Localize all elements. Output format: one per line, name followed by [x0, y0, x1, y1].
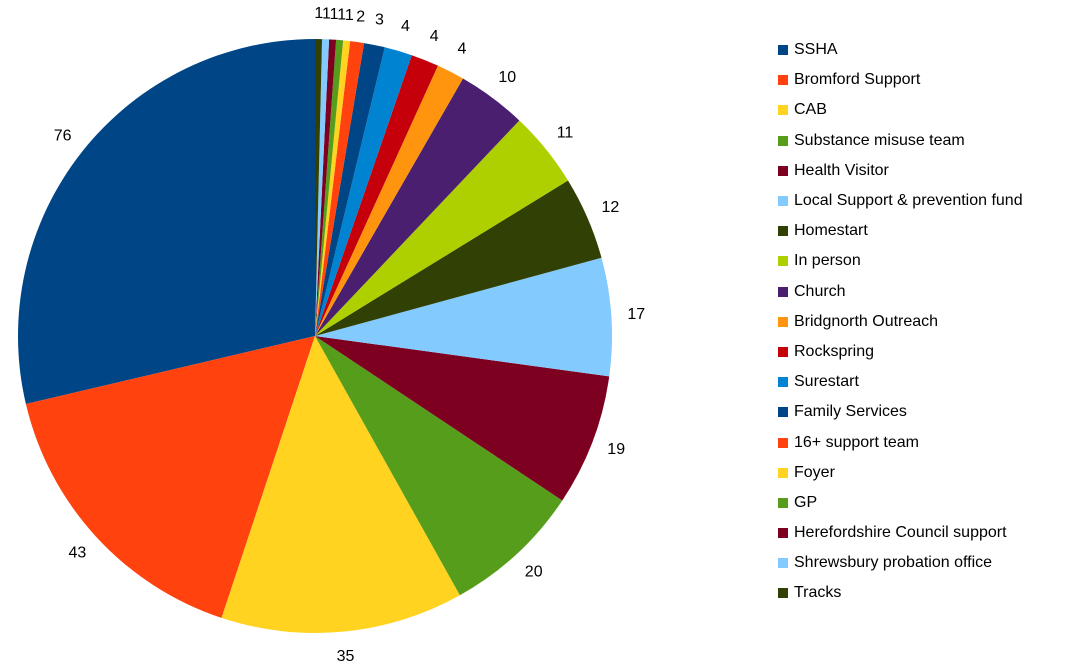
legend-swatch [778, 256, 788, 267]
legend-label: Health Visitor [794, 161, 889, 179]
pie-slice [315, 43, 385, 336]
data-label: 43 [69, 545, 87, 562]
legend-item: GP [778, 488, 1023, 518]
legend-label: Church [794, 282, 846, 300]
legend-label: 16+ support team [794, 433, 919, 451]
legend-item: Herefordshire Council support [778, 518, 1023, 548]
legend-label: Shrewsbury probation office [794, 554, 993, 572]
legend-swatch [778, 528, 788, 539]
legend-item: In person [778, 246, 1023, 276]
legend-label: Rockspring [794, 342, 875, 360]
legend-swatch [778, 226, 788, 237]
pie-slice [315, 40, 351, 336]
data-label: 1 [337, 6, 346, 23]
pie-slice [25, 336, 316, 618]
data-label: 10 [498, 69, 516, 86]
legend-swatch [778, 558, 788, 569]
legend-item: Tracks [778, 578, 1023, 608]
data-label: 76 [54, 127, 72, 144]
legend-item: Substance misuse team [778, 126, 1023, 156]
legend-swatch [778, 588, 788, 599]
data-label: 12 [602, 199, 620, 216]
data-label: 19 [607, 441, 625, 458]
legend-item: Church [778, 277, 1023, 307]
data-label: 1 [314, 5, 323, 22]
legend-label: Bridgnorth Outreach [794, 312, 939, 330]
pie-slice [315, 39, 330, 336]
legend-label: Herefordshire Council support [794, 524, 1007, 542]
pie-slice [315, 39, 337, 336]
legend-label: Tracks [794, 584, 842, 602]
legend-swatch [778, 467, 788, 478]
legend-label: Bromford Support [794, 71, 921, 89]
legend-item: Health Visitor [778, 156, 1023, 186]
pie-slice [315, 336, 563, 596]
legend-swatch [778, 497, 788, 508]
legend-label: Homestart [794, 222, 868, 240]
data-label: 17 [627, 306, 645, 323]
pie-slice [315, 180, 602, 336]
legend-swatch [778, 286, 788, 297]
legend-label: Family Services [794, 403, 907, 421]
legend-swatch [778, 45, 788, 56]
legend-item: 16+ support team [778, 427, 1023, 457]
legend-swatch [778, 135, 788, 146]
data-label: 1 [345, 7, 354, 24]
legend: SSHA Bromford Support CAB Substance misuse … [778, 35, 1023, 609]
legend-item: Bridgnorth Outreach [778, 307, 1023, 337]
legend-item: Foyer [778, 458, 1023, 488]
pie-slice [315, 39, 344, 336]
pie-slices [17, 38, 612, 633]
data-label: 11 [557, 124, 574, 141]
pie-slice [17, 39, 315, 405]
legend-item: Local Support & prevention fund [778, 186, 1023, 216]
legend-swatch [778, 196, 788, 207]
data-label: 4 [430, 28, 439, 45]
legend-swatch [778, 377, 788, 388]
legend-swatch [778, 346, 788, 357]
legend-swatch [778, 407, 788, 418]
data-label: 3 [375, 12, 384, 29]
data-label: 4 [458, 41, 467, 58]
legend-item: Homestart [778, 216, 1023, 246]
legend-item: Rockspring [778, 337, 1023, 367]
data-label: 35 [337, 648, 355, 665]
legend-swatch [778, 316, 788, 327]
legend-item: SSHA [778, 35, 1023, 65]
legend-label: Surestart [794, 373, 859, 391]
pie-slice [315, 78, 520, 336]
legend-label: SSHA [794, 41, 838, 59]
legend-swatch [778, 437, 788, 448]
pie-slice [315, 65, 463, 336]
legend-item: Bromford Support [778, 65, 1023, 95]
data-label: 4 [401, 18, 410, 35]
pie-slice [315, 47, 412, 337]
legend-label: Local Support & prevention fund [794, 192, 1023, 210]
legend-swatch [778, 75, 788, 86]
legend-swatch [778, 165, 788, 176]
pie-slice [315, 41, 365, 336]
pie-slice [315, 257, 612, 377]
legend-label: GP [794, 493, 818, 511]
legend-label: Substance misuse team [794, 131, 965, 149]
pie-slice [221, 336, 460, 633]
data-label: 1 [322, 5, 331, 22]
legend-label: CAB [794, 101, 827, 119]
legend-item: CAB [778, 95, 1023, 125]
pie-slice [315, 120, 568, 337]
legend-label: Foyer [794, 463, 835, 481]
legend-item: Surestart [778, 367, 1023, 397]
data-label: 20 [525, 564, 543, 581]
pie-slice [315, 336, 610, 501]
data-label: 2 [356, 9, 365, 26]
legend-label: In person [794, 252, 861, 270]
pie-slice [315, 38, 323, 336]
data-label: 1 [330, 6, 339, 23]
legend-item: Shrewsbury probation office [778, 548, 1023, 578]
legend-item: Family Services [778, 397, 1023, 427]
pie-slice [315, 55, 438, 337]
legend-swatch [778, 105, 788, 116]
